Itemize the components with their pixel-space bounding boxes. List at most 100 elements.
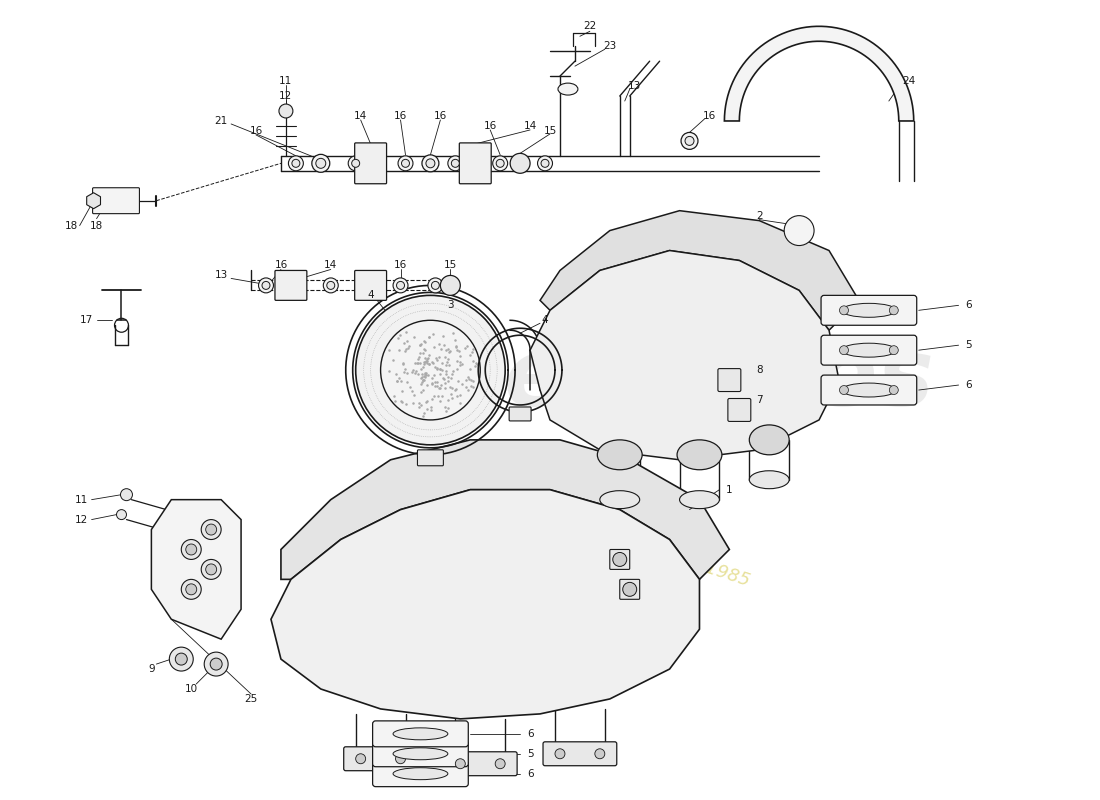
- Circle shape: [186, 584, 197, 595]
- Text: 12: 12: [279, 91, 293, 101]
- Text: 16: 16: [250, 126, 263, 136]
- Circle shape: [323, 278, 338, 293]
- Text: 5: 5: [527, 749, 534, 758]
- Circle shape: [889, 346, 899, 354]
- Text: 18: 18: [65, 221, 78, 230]
- Circle shape: [428, 278, 443, 293]
- Circle shape: [201, 519, 221, 539]
- Ellipse shape: [393, 728, 448, 740]
- Circle shape: [595, 749, 605, 758]
- Circle shape: [121, 489, 132, 501]
- FancyBboxPatch shape: [418, 450, 443, 466]
- Text: a passion for parts since 1985: a passion for parts since 1985: [487, 489, 751, 590]
- FancyBboxPatch shape: [509, 407, 531, 421]
- Text: 7: 7: [756, 395, 762, 405]
- Ellipse shape: [749, 425, 789, 455]
- FancyBboxPatch shape: [354, 143, 386, 184]
- Text: 10: 10: [185, 684, 198, 694]
- Text: 14: 14: [354, 111, 367, 121]
- Circle shape: [175, 653, 187, 665]
- Text: 2: 2: [756, 210, 762, 221]
- Text: 23: 23: [603, 42, 616, 51]
- Text: 8: 8: [756, 365, 762, 375]
- FancyBboxPatch shape: [354, 270, 386, 300]
- Circle shape: [186, 544, 197, 555]
- Text: 16: 16: [394, 261, 407, 270]
- Text: 22: 22: [583, 22, 596, 31]
- Circle shape: [288, 156, 304, 170]
- Circle shape: [393, 278, 408, 293]
- Circle shape: [206, 524, 217, 535]
- Circle shape: [839, 306, 848, 314]
- Text: 9: 9: [148, 664, 155, 674]
- Polygon shape: [271, 490, 700, 719]
- Circle shape: [538, 156, 552, 170]
- Text: 16: 16: [433, 111, 447, 121]
- Polygon shape: [87, 193, 100, 209]
- Polygon shape: [725, 26, 914, 121]
- Circle shape: [402, 159, 409, 167]
- Text: 3: 3: [447, 300, 453, 310]
- Text: 13: 13: [214, 270, 228, 281]
- Circle shape: [455, 758, 465, 769]
- Circle shape: [422, 155, 439, 172]
- FancyBboxPatch shape: [443, 752, 517, 776]
- Circle shape: [292, 159, 300, 167]
- Ellipse shape: [393, 748, 448, 760]
- Polygon shape: [152, 500, 241, 639]
- FancyBboxPatch shape: [609, 550, 629, 570]
- Circle shape: [279, 104, 293, 118]
- Ellipse shape: [842, 303, 896, 318]
- Text: 24: 24: [902, 76, 915, 86]
- Text: 15: 15: [543, 126, 557, 136]
- Text: 11: 11: [75, 494, 88, 505]
- Polygon shape: [280, 440, 729, 579]
- Ellipse shape: [678, 440, 722, 470]
- Text: 21: 21: [214, 116, 228, 126]
- Circle shape: [839, 346, 848, 354]
- Circle shape: [396, 282, 405, 290]
- Circle shape: [623, 582, 637, 596]
- Circle shape: [398, 156, 412, 170]
- Circle shape: [426, 159, 434, 168]
- Text: 12: 12: [75, 514, 88, 525]
- Circle shape: [349, 156, 363, 170]
- FancyBboxPatch shape: [718, 369, 740, 391]
- Circle shape: [889, 306, 899, 314]
- Ellipse shape: [558, 83, 578, 95]
- FancyBboxPatch shape: [92, 188, 140, 214]
- Polygon shape: [540, 210, 859, 330]
- Text: 4: 4: [541, 315, 548, 326]
- Circle shape: [182, 579, 201, 599]
- Circle shape: [117, 510, 126, 519]
- Circle shape: [169, 647, 194, 671]
- Text: 6: 6: [527, 769, 534, 778]
- FancyBboxPatch shape: [543, 742, 617, 766]
- Circle shape: [493, 156, 507, 170]
- Ellipse shape: [680, 490, 719, 509]
- Ellipse shape: [842, 383, 896, 397]
- Circle shape: [685, 137, 694, 146]
- Text: 6: 6: [527, 729, 534, 739]
- Text: 16: 16: [394, 111, 407, 121]
- Text: europes: europes: [504, 334, 935, 426]
- Circle shape: [440, 275, 460, 295]
- Text: 11: 11: [279, 76, 293, 86]
- Circle shape: [784, 216, 814, 246]
- Ellipse shape: [749, 470, 789, 489]
- FancyBboxPatch shape: [373, 741, 469, 766]
- Text: 6: 6: [965, 380, 972, 390]
- Circle shape: [839, 386, 848, 394]
- Circle shape: [316, 158, 326, 168]
- Circle shape: [681, 133, 698, 150]
- Text: 18: 18: [90, 221, 103, 230]
- Text: 5: 5: [965, 340, 972, 350]
- Circle shape: [495, 758, 505, 769]
- Text: 16: 16: [484, 121, 497, 131]
- Circle shape: [262, 282, 270, 290]
- Circle shape: [889, 386, 899, 394]
- Text: 15: 15: [443, 261, 456, 270]
- Ellipse shape: [597, 440, 642, 470]
- Circle shape: [510, 154, 530, 174]
- Circle shape: [496, 159, 504, 167]
